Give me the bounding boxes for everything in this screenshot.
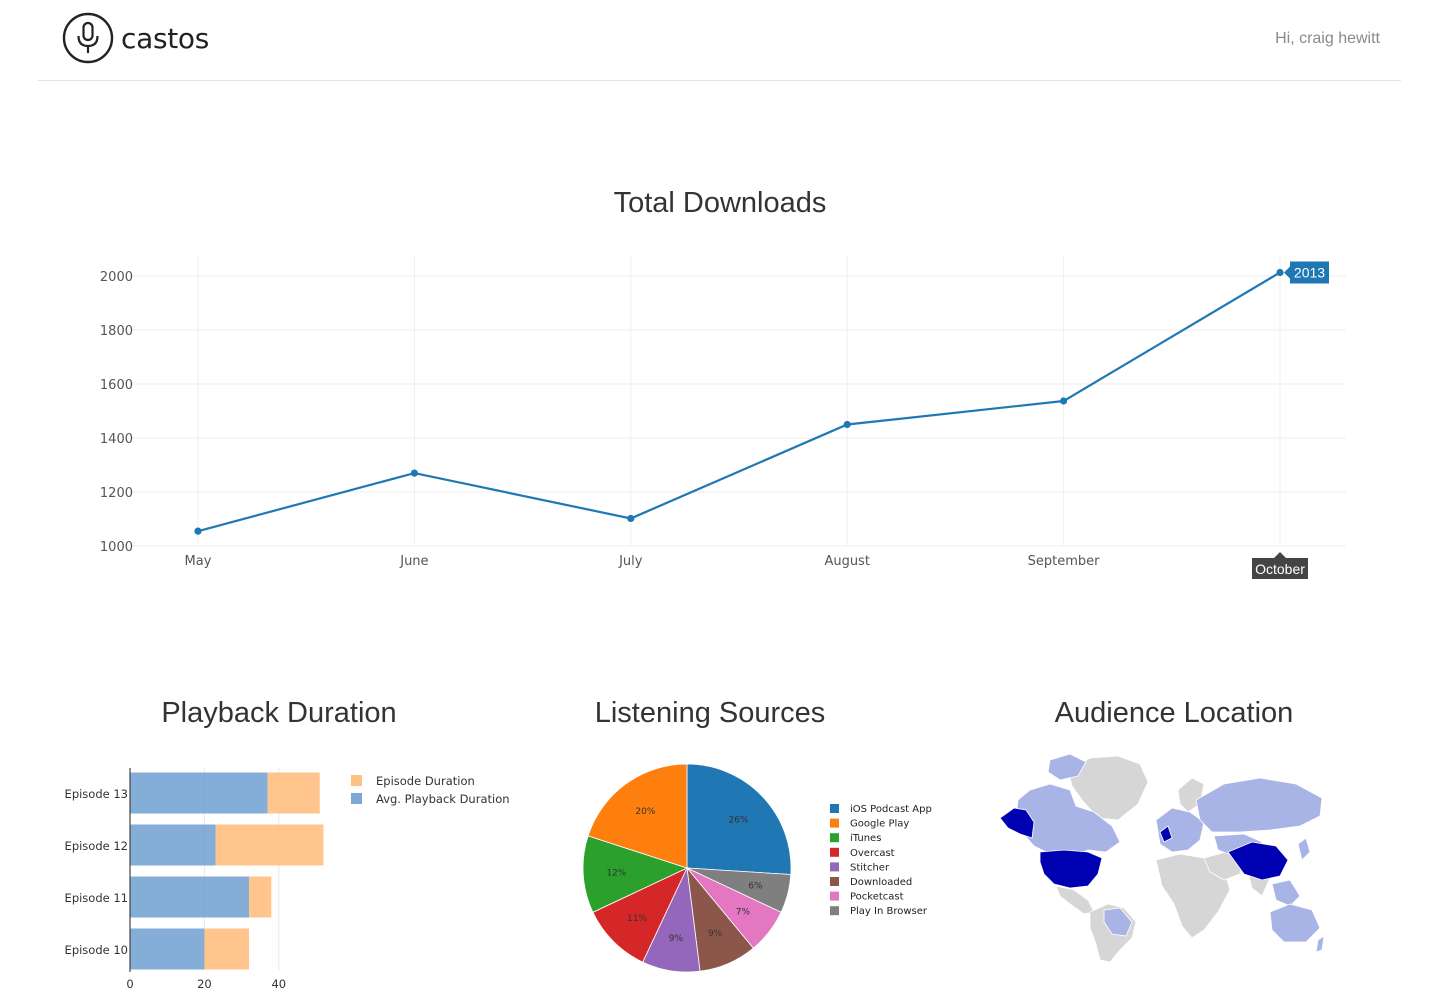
slice-label: 6%	[748, 882, 763, 892]
map-africa	[1155, 853, 1231, 939]
map-mexico	[1055, 885, 1095, 915]
castos-logo[interactable]: castos	[62, 12, 209, 64]
map-alaska	[999, 807, 1035, 839]
bar-segment[interactable]	[130, 772, 268, 814]
total-downloads-chart: 1000 1200 1400 1600 1800 2000 May June July Augus…	[100, 256, 1346, 579]
legend-label: Avg. Playback Duration	[376, 792, 510, 806]
tooltip-category: October	[1255, 561, 1305, 577]
legend-swatch	[830, 818, 839, 828]
brand-name: castos	[121, 21, 210, 55]
legend-swatch	[830, 877, 839, 886]
bar-segment[interactable]	[215, 824, 324, 866]
map-uk	[1159, 825, 1173, 843]
pie-slice[interactable]	[582, 835, 689, 913]
legend-swatch	[830, 847, 839, 857]
bar-segment[interactable]	[130, 824, 216, 866]
legend-label: Pocketcast	[850, 892, 904, 903]
pie-slice[interactable]	[686, 763, 792, 875]
legend-swatch	[830, 862, 839, 872]
y-tick-label: 1600	[100, 378, 133, 393]
x-tick-label: August	[824, 554, 870, 569]
y-tick-label: 1400	[100, 432, 133, 447]
downloads-line	[197, 271, 1281, 533]
top-bar: castos Hi, craig hewitt	[38, 0, 1401, 81]
map-canada-islands	[1047, 753, 1087, 781]
map-new-zealand	[1315, 935, 1325, 953]
x-tick-label: July	[618, 554, 643, 569]
y-tick-label: 1000	[100, 540, 133, 555]
slice-label: 12%	[606, 868, 626, 878]
y-tick-label: 1800	[100, 324, 133, 339]
downloads-point[interactable]	[1060, 397, 1068, 405]
audience-location-title: Audience Location	[1054, 697, 1294, 729]
bar-segment[interactable]	[130, 876, 250, 918]
map-europe	[1155, 807, 1205, 853]
x-tick-label: 20	[197, 977, 212, 991]
x-tick-label: May	[185, 554, 212, 569]
legend-label: Play In Browser	[850, 906, 928, 917]
slice-label: 7%	[736, 907, 751, 917]
y-tick-label: Episode 13	[65, 787, 128, 801]
pie-slice[interactable]	[587, 763, 688, 869]
legend-swatch	[830, 804, 839, 813]
y-tick-label: 1200	[100, 486, 133, 501]
map-australia	[1269, 903, 1321, 943]
map-japan	[1297, 837, 1311, 861]
legend-label: Downloaded	[850, 877, 912, 888]
legend-label: iOS Podcast App	[850, 804, 932, 815]
legend-label: Google Play	[850, 819, 909, 830]
playback-duration-title: Playback Duration	[161, 697, 397, 729]
map-russia	[1195, 777, 1323, 833]
legend-swatch	[830, 833, 839, 843]
y-tick-label: Episode 12	[65, 839, 128, 853]
legend-swatch	[830, 891, 839, 901]
bar-segment[interactable]	[249, 876, 272, 918]
x-tick-label: June	[399, 554, 428, 569]
total-downloads-title: Total Downloads	[613, 187, 827, 219]
slice-label: 9%	[669, 934, 684, 944]
audience-location-map[interactable]	[999, 753, 1325, 963]
map-china	[1227, 841, 1289, 881]
legend-label: iTunes	[850, 833, 881, 844]
map-usa	[1039, 849, 1103, 889]
slice-label: 9%	[708, 929, 723, 939]
downloads-point[interactable]	[1276, 268, 1284, 277]
slice-label: 20%	[635, 807, 655, 817]
y-tick-label: Episode 11	[65, 891, 128, 905]
bar-segment[interactable]	[130, 928, 205, 970]
listening-sources-chart: 26% 6% 7% 9% 9% 11% 12% 20% iOS Podcast App Googl…	[582, 763, 932, 973]
bar-segment[interactable]	[204, 928, 250, 970]
map-greenland	[1067, 755, 1149, 821]
legend-label: Episode Duration	[376, 774, 475, 788]
slice-label: 11%	[627, 914, 647, 924]
legend-label: Overcast	[850, 848, 895, 859]
pie-slice[interactable]	[592, 867, 688, 963]
map-brazil	[1103, 907, 1133, 937]
downloads-point[interactable]	[410, 469, 418, 477]
x-tick-label: 40	[271, 977, 286, 991]
y-tick-label: Episode 10	[65, 943, 128, 957]
listening-sources-title: Listening Sources	[594, 697, 826, 729]
legend-swatch	[351, 793, 362, 804]
bar-segment[interactable]	[267, 772, 320, 814]
legend-swatch	[351, 775, 362, 786]
map-canada	[1015, 783, 1121, 859]
slice-label: 26%	[729, 816, 749, 826]
downloads-point[interactable]	[843, 420, 851, 429]
legend-swatch	[830, 906, 839, 916]
tooltip-value: 2013	[1294, 264, 1325, 280]
legend-label: Stitcher	[850, 862, 890, 873]
x-tick-label: 0	[126, 977, 133, 991]
y-tick-label: 2000	[100, 270, 133, 285]
map-southeast-asia	[1271, 879, 1301, 907]
x-tick-label: September	[1028, 554, 1101, 569]
category-tooltip: October	[1252, 552, 1308, 579]
user-greeting[interactable]: Hi, craig hewitt	[1275, 30, 1380, 47]
downloads-point[interactable]	[627, 514, 635, 523]
downloads-point[interactable]	[194, 527, 202, 535]
microphone-icon	[62, 12, 114, 64]
value-tooltip: 2013	[1284, 261, 1329, 284]
playback-duration-chart: Episode 13 Episode 12 Episode 11 Episode 10…	[65, 768, 510, 991]
